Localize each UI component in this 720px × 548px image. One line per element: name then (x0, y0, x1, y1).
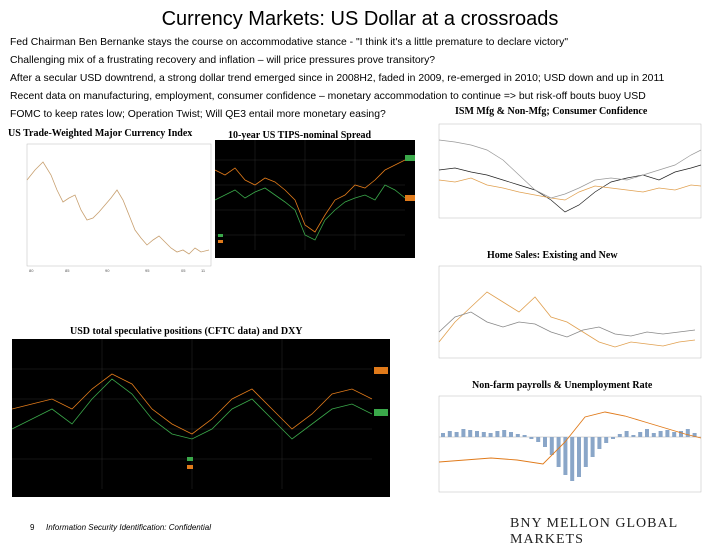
payrolls-plot (438, 395, 702, 493)
payrolls-unemployment-line (438, 411, 702, 465)
bullet-4: Recent data on manufacturing, employment… (10, 91, 646, 102)
tips-spread-chart (214, 140, 415, 258)
payroll-bar (563, 437, 568, 475)
payroll-bar (543, 437, 547, 447)
payroll-bar (631, 435, 636, 437)
cftc-value-tag (374, 367, 388, 374)
payroll-bar (495, 431, 500, 437)
payroll-bar (583, 437, 588, 467)
payroll-bar (645, 429, 649, 437)
currency-index-line (26, 161, 210, 255)
payroll-bar (454, 432, 459, 437)
payroll-bar (604, 437, 609, 443)
payroll-bar (502, 430, 507, 437)
page-number: 9 (30, 523, 35, 532)
payroll-bar (617, 434, 622, 437)
brand-logo-text: BNY MELLON GLOBAL MARKETS (510, 516, 678, 547)
payroll-bar (597, 437, 602, 449)
payroll-bar (679, 431, 683, 437)
currency-index-plot-area (26, 143, 212, 267)
cftc-chart (11, 339, 390, 497)
payroll-bar (651, 433, 656, 437)
cftc-title: USD total speculative positions (CFTC da… (70, 326, 303, 337)
home-sales-line-2 (438, 311, 696, 338)
svg-text:85: 85 (65, 268, 70, 273)
payroll-bar (672, 432, 677, 437)
currency-index-title: US Trade-Weighted Major Currency Index (8, 128, 193, 139)
cftc-gridlines (12, 339, 372, 489)
classification-label: Information Security Identification: Con… (46, 523, 211, 532)
payroll-bar (692, 433, 697, 437)
tips-spread-legend-swatch-2 (218, 240, 223, 243)
home-sales-title: Home Sales: Existing and New (487, 250, 618, 261)
cftc-line-1 (11, 378, 373, 440)
currency-index-chart: 80 85 90 95 05 11 (5, 140, 215, 288)
tips-spread-gridlines (215, 140, 405, 250)
currency-index-axis-label: 80 (29, 268, 34, 273)
tips-spread-legend-swatch-1 (218, 234, 223, 237)
svg-text:11: 11 (201, 268, 206, 273)
svg-text:95: 95 (145, 268, 150, 273)
bullet-list: Fed Chairman Ben Bernanke stays the cour… (10, 34, 710, 124)
cftc-line-2 (11, 373, 373, 435)
payroll-bar (522, 435, 527, 437)
ism-plot-area (438, 123, 702, 219)
payroll-bar (590, 437, 595, 457)
tips-spread-line-1 (214, 184, 406, 241)
payroll-bar (556, 437, 561, 467)
cftc-legend-swatch-1 (187, 457, 193, 461)
payroll-bar (441, 433, 445, 437)
ism-line-1 (438, 164, 702, 213)
payroll-bar (447, 431, 452, 437)
payrolls-bars (441, 429, 697, 481)
home-sales-plot (438, 265, 702, 359)
payroll-bar (481, 432, 486, 437)
payroll-bar (638, 432, 643, 437)
payroll-bar (461, 429, 466, 437)
home-sales-plot-area (438, 265, 702, 359)
payroll-bar (529, 437, 534, 439)
payroll-bar (468, 430, 473, 437)
payrolls-chart (425, 392, 717, 510)
ism-title: ISM Mfg & Non-Mfg; Consumer Confidence (455, 106, 648, 117)
payroll-bar (536, 437, 541, 442)
slide-title: Currency Markets: US Dollar at a crossro… (161, 8, 559, 30)
payroll-bar (658, 431, 663, 437)
payroll-bar (488, 433, 493, 437)
svg-text:90: 90 (105, 268, 110, 273)
cftc-plot (11, 339, 388, 489)
payroll-bar (611, 437, 615, 439)
payroll-bar (570, 437, 575, 481)
bullet-5: FOMC to keep rates low; Operation Twist;… (10, 109, 386, 120)
payroll-bar (515, 434, 520, 437)
payrolls-title: Non-farm payrolls & Unemployment Rate (472, 380, 653, 391)
payroll-bar (475, 431, 479, 437)
home-sales-chart (425, 262, 717, 376)
payroll-bar (509, 432, 513, 437)
bullet-3: After a secular USD downtrend, a strong … (10, 73, 665, 84)
tips-spread-value-tag (405, 155, 415, 161)
svg-text:05: 05 (181, 268, 186, 273)
tips-spread-plot (214, 140, 415, 250)
ism-chart (425, 120, 717, 246)
tips-spread-title: 10-year US TIPS-nominal Spread (228, 130, 372, 141)
currency-index-plot: 80 85 90 95 05 11 (26, 143, 212, 273)
bullet-2: Challenging mix of a frustrating recover… (10, 55, 436, 66)
ism-line-3 (438, 139, 702, 199)
payroll-bar (624, 431, 629, 437)
payroll-bar (685, 429, 690, 437)
payroll-bar (577, 437, 581, 477)
home-sales-line-1 (438, 291, 696, 348)
payrolls-plot-area (438, 395, 702, 493)
payroll-bar (665, 430, 670, 437)
payroll-bar (549, 437, 554, 455)
ism-plot (438, 123, 702, 219)
bullet-1: Fed Chairman Ben Bernanke stays the cour… (10, 37, 569, 48)
tips-spread-line-2 (214, 159, 406, 233)
ism-line-2 (438, 177, 702, 201)
cftc-legend-swatch-2 (187, 465, 193, 469)
